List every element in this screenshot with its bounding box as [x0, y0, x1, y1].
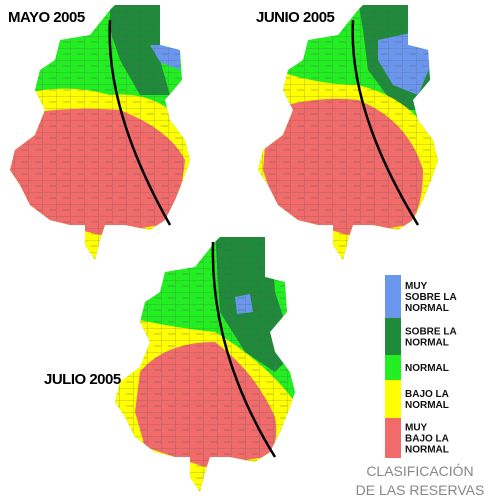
legend-swatch — [385, 380, 401, 418]
legend-swatch — [385, 318, 401, 355]
map-mayo — [10, 5, 190, 260]
legend-label: BAJO LA — [405, 434, 449, 445]
legend-label: NORMAL — [405, 303, 449, 314]
map-title: JUNIO 2005 — [256, 9, 335, 26]
meridian — [211, 241, 277, 458]
footer-text: DE LAS RESERVAS — [356, 482, 485, 498]
legend-label: NORMAL — [405, 445, 449, 456]
legend-label: NORMAL — [405, 400, 449, 411]
legend-swatch — [385, 355, 401, 380]
legend-label: SOBRE LA — [405, 292, 457, 303]
legend-label: BAJO LA — [405, 389, 449, 400]
map-julio — [115, 237, 295, 492]
legend-label: MUY — [405, 423, 428, 434]
legend-label: NORMAL — [405, 338, 449, 349]
map-junio — [258, 5, 438, 260]
legend-swatch — [385, 275, 401, 318]
meridian — [351, 19, 420, 226]
legend-label: NORMAL — [405, 363, 449, 374]
map-title: MAYO 2005 — [8, 9, 85, 26]
map-title: JULIO 2005 — [44, 371, 121, 388]
legend-label: SOBRE LA — [405, 327, 457, 338]
footer: CLASIFICACIÓN DE LAS RESERVAS — [356, 463, 485, 498]
legend-swatch — [385, 418, 401, 458]
legend-label: MUY — [405, 281, 428, 292]
footer-text: CLASIFICACIÓN — [366, 463, 473, 479]
meridian — [108, 19, 172, 226]
